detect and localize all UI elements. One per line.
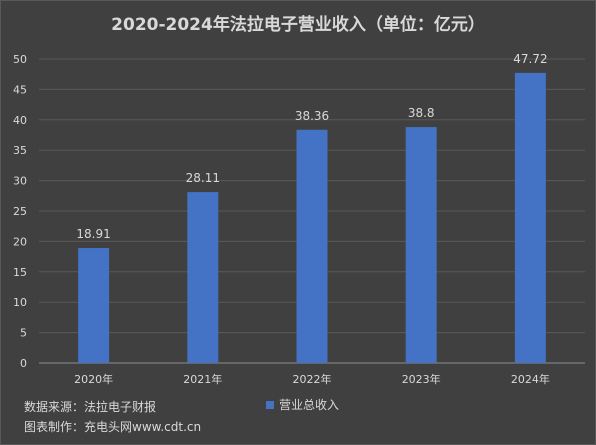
data-label: 28.11 [186,171,220,185]
bar [78,248,110,363]
bar [187,192,219,363]
x-tick-label: 2020年 [74,372,113,386]
y-tick-label: 15 [13,266,27,279]
y-tick-label: 10 [13,296,27,309]
x-tick-label: 2024年 [511,372,550,386]
y-tick-label: 0 [20,357,27,370]
bar [405,127,437,363]
data-label-layer: 18.91 28.11 38.36 38.8 47.72 [76,52,547,241]
y-axis: 0 5 10 15 20 25 30 35 40 45 50 [13,53,27,370]
x-axis: 2020年 2021年 2022年 2023年 2024年 [74,372,550,386]
source-note: 数据来源：法拉电子财报 [24,400,157,414]
y-tick-label: 20 [13,235,27,248]
credit-note: 图表制作：充电头网www.cdt.cn [24,420,202,434]
bar [514,72,546,363]
legend-swatch [266,401,274,409]
data-label: 18.91 [76,227,110,241]
y-tick-label: 5 [20,327,27,340]
x-tick-label: 2022年 [293,372,332,386]
bar-layer [78,72,546,363]
legend: 营业总收入 [266,398,339,412]
y-tick-label: 25 [13,205,27,218]
legend-label: 营业总收入 [279,398,339,412]
y-tick-label: 40 [13,114,27,127]
y-tick-label: 50 [13,53,27,66]
y-tick-label: 30 [13,175,27,188]
data-label: 38.36 [295,109,329,123]
x-tick-label: 2021年 [183,372,222,386]
bar [296,129,328,363]
y-tick-label: 35 [13,144,27,157]
data-label: 38.8 [408,106,435,120]
y-tick-label: 45 [13,83,27,96]
data-label: 47.72 [513,52,547,66]
x-tick-label: 2023年 [402,372,441,386]
chart-title: 2020-2024年法拉电子营业收入（单位：亿元） [111,15,485,35]
